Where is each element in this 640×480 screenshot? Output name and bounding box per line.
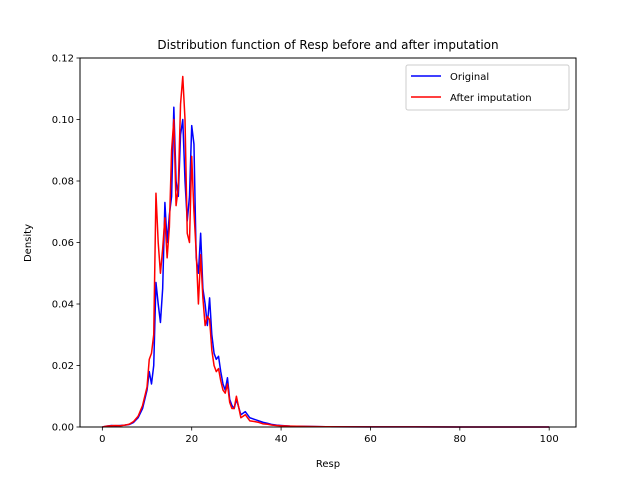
- y-tick-label: 0.06: [52, 238, 74, 249]
- plot-area: [102, 75, 550, 428]
- y-tick-label: 0.04: [52, 300, 74, 311]
- y-tick-label: 0.10: [52, 115, 74, 126]
- y-tick-label: 0.08: [52, 177, 74, 188]
- y-tick-label: 0.12: [52, 54, 74, 65]
- axes-frame: [79, 57, 577, 428]
- x-tick-label: 0: [99, 434, 105, 445]
- series-line-0: [102, 106, 550, 428]
- y-axis-label: Density: [23, 224, 34, 262]
- x-tick-label: 60: [364, 434, 377, 445]
- legend-box: [405, 64, 570, 111]
- x-tick-label: 100: [540, 434, 559, 445]
- chart-title: Distribution function of Resp before and…: [157, 38, 498, 52]
- legend-label-1: After imputation: [450, 93, 532, 104]
- series-line-1: [102, 75, 550, 428]
- legend: Original After imputation: [405, 64, 570, 111]
- x-tick-label: 20: [185, 434, 198, 445]
- y-axis: 0.00 0.02 0.04 0.06 0.08 0.10 0.12: [52, 54, 80, 434]
- x-tick-label: 40: [275, 434, 288, 445]
- x-axis: 0 20 40 60 80 100: [99, 427, 559, 445]
- legend-label-0: Original: [450, 72, 489, 83]
- y-tick-label: 0.02: [52, 361, 74, 372]
- x-axis-label: Resp: [316, 459, 340, 470]
- y-tick-label: 0.00: [52, 423, 74, 434]
- x-tick-label: 80: [453, 434, 466, 445]
